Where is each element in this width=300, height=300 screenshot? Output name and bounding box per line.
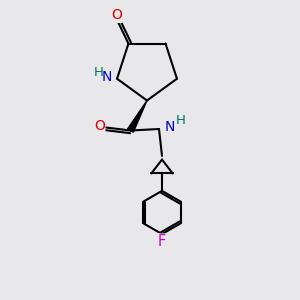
- Text: N: N: [101, 70, 112, 84]
- Text: N: N: [164, 120, 175, 134]
- Text: O: O: [111, 8, 122, 22]
- Polygon shape: [128, 100, 147, 132]
- Text: O: O: [94, 119, 105, 133]
- Text: H: H: [94, 66, 103, 79]
- Text: H: H: [176, 114, 185, 127]
- Text: F: F: [158, 234, 166, 249]
